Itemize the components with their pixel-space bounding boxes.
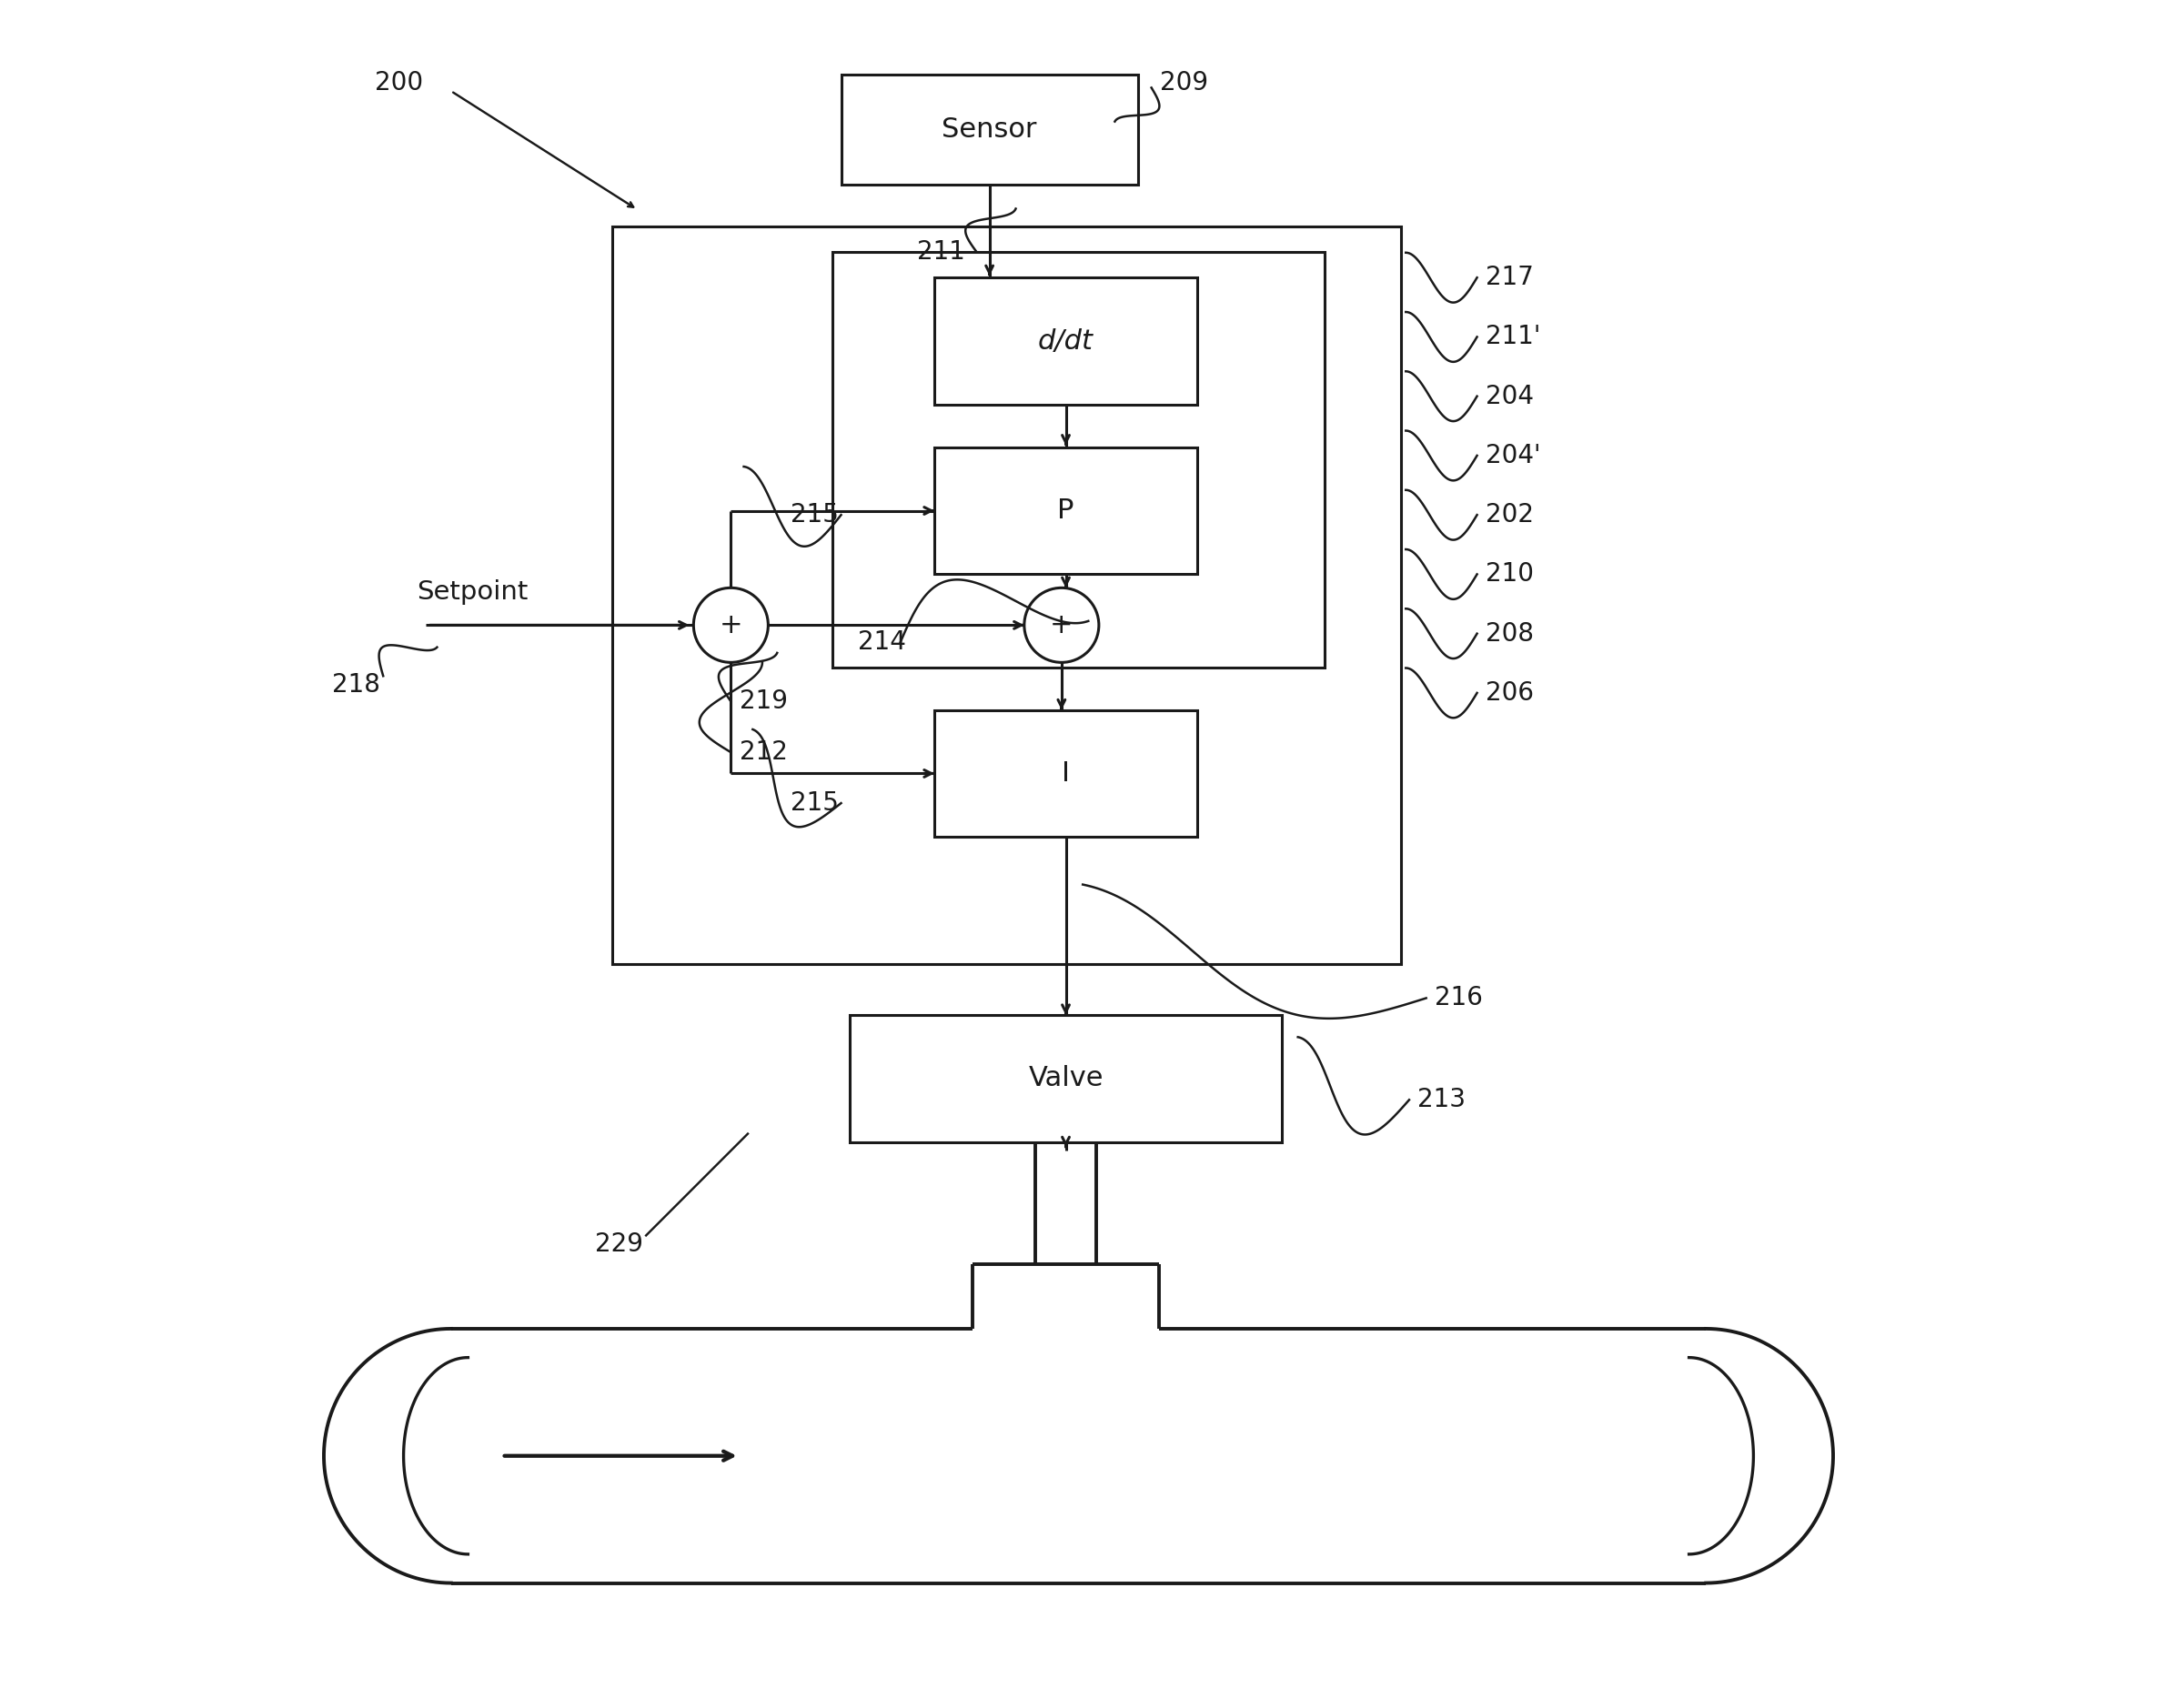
Text: 215: 215 [789,791,839,816]
Text: 214: 214 [858,629,906,654]
Text: I: I [1061,760,1070,787]
Text: 209: 209 [1160,70,1208,96]
Text: 204: 204 [1486,384,1534,408]
Text: P: P [1057,497,1074,524]
Text: 211: 211 [917,239,966,265]
Text: 215: 215 [789,502,839,528]
Text: 204': 204' [1486,442,1540,468]
Text: 229: 229 [595,1231,643,1257]
Text: 218: 218 [332,671,380,697]
Bar [613,227,1400,965]
Bar [833,253,1324,668]
Text: 213: 213 [1417,1086,1467,1112]
Text: 206: 206 [1486,680,1534,705]
Text: Valve: Valve [1029,1066,1104,1091]
Text: d/dt: d/dt [1038,328,1094,354]
Text: 211': 211' [1486,325,1540,350]
Text: Setpoint: Setpoint [416,579,528,605]
Text: 216: 216 [1434,986,1482,1011]
Bar [934,447,1197,574]
Text: 208: 208 [1486,622,1534,646]
Text: 217: 217 [1486,265,1534,290]
Bar [934,711,1197,837]
Text: 219: 219 [740,688,787,714]
Circle shape [695,588,768,663]
Text: +: + [1050,611,1074,639]
Bar [841,73,1139,184]
Text: 212: 212 [740,740,787,765]
Text: +: + [718,611,742,639]
Text: 210: 210 [1486,562,1534,588]
Text: 200: 200 [375,70,423,96]
Text: 202: 202 [1486,502,1534,528]
Bar [934,278,1197,405]
Circle shape [1025,588,1098,663]
Text: Sensor: Sensor [943,116,1038,142]
Bar [850,1015,1281,1143]
